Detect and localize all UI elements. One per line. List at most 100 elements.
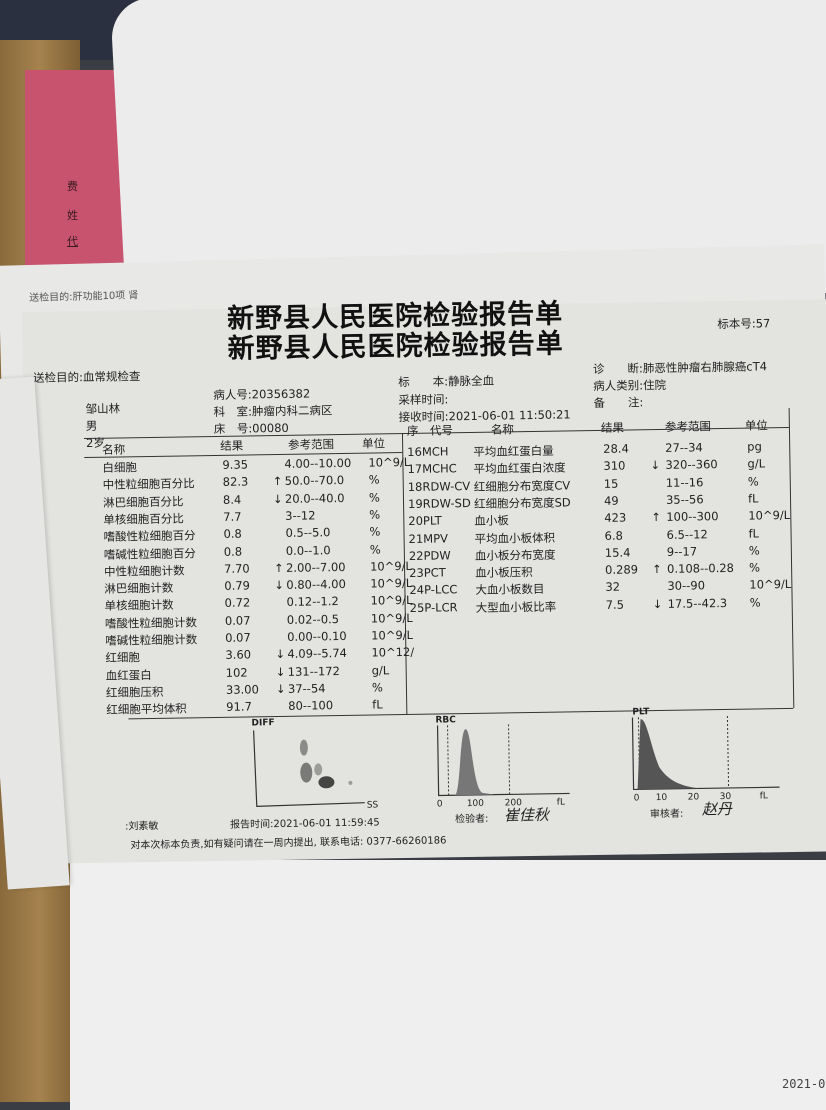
cell-result: 49 bbox=[604, 494, 619, 508]
diagnosis: 诊 断:肺恶性肿瘤右肺腺癌cT4 bbox=[593, 358, 767, 377]
diff-x-axis-label: SS bbox=[367, 800, 379, 810]
cell-name: 平均血红蛋白量 bbox=[473, 443, 554, 460]
cell-result: 7.7 bbox=[223, 509, 242, 523]
cell-result: 15.4 bbox=[605, 545, 631, 559]
cell-result: 8.4 bbox=[223, 492, 242, 506]
cell-range: 27--34 bbox=[665, 440, 703, 455]
underlying-purpose-text: 送检目的:肝功能10项 肾 bbox=[29, 286, 139, 304]
cell-result: 15 bbox=[604, 476, 619, 490]
plt-histogram: PLT 0 10 20 30 fL bbox=[628, 705, 790, 808]
cell-result: 91.7 bbox=[226, 700, 252, 714]
sender: :刘素敏 bbox=[125, 817, 159, 833]
header-name: 名称 bbox=[102, 441, 125, 457]
header-result: 结果 bbox=[220, 438, 243, 454]
header-range: 参考范围 bbox=[288, 436, 334, 453]
report-title-duplicate: 新野县人民医院检验报告单 bbox=[227, 329, 563, 363]
cell-name: 血小板分布宽度 bbox=[475, 546, 556, 563]
cell-unit: 10^12/ bbox=[371, 645, 414, 660]
cell-name: 红细胞分布宽度CV bbox=[474, 477, 571, 495]
rbc-histogram: RBC 0 100 200 fL bbox=[433, 713, 585, 815]
cell-code: 21MPV bbox=[408, 531, 448, 546]
header-range: 参考范围 bbox=[665, 418, 711, 435]
cell-name: 淋巴细胞计数 bbox=[104, 580, 173, 597]
header-code: 序 代号 bbox=[407, 422, 453, 439]
cell-result: 0.07 bbox=[225, 613, 251, 627]
rbc-tick: 0 bbox=[437, 799, 443, 809]
cell-flag: ↓ bbox=[276, 665, 286, 679]
cell-range: 0.5--5.0 bbox=[285, 525, 330, 540]
cell-name: 嗜酸性粒细胞计数 bbox=[105, 614, 197, 631]
folder-text: 费 bbox=[67, 178, 78, 194]
cell-result: 28.4 bbox=[603, 441, 629, 455]
cell-code: 25P-LCR bbox=[410, 600, 458, 615]
cell-range: 0.02--0.5 bbox=[287, 612, 339, 627]
folder-text: 代 bbox=[67, 233, 78, 249]
plt-unit: fL bbox=[760, 791, 768, 801]
rbc-axes bbox=[438, 723, 570, 795]
patient-id: 病人号:20356382 bbox=[213, 385, 310, 403]
diff-scatter-graph: DIFF SS bbox=[233, 716, 385, 818]
cell-range: 131--172 bbox=[288, 664, 340, 679]
cell-unit: fL bbox=[748, 526, 759, 540]
cell-result: 7.5 bbox=[606, 597, 625, 611]
cell-unit: 10^9/L bbox=[371, 611, 413, 626]
cell-name: 大型血小板比率 bbox=[476, 598, 557, 615]
cell-flag: ↓ bbox=[274, 578, 284, 592]
plt-tick: 10 bbox=[656, 793, 668, 803]
cell-name: 平均血红蛋白浓度 bbox=[473, 460, 565, 477]
cell-unit: g/L bbox=[747, 457, 765, 471]
cell-name: 淋巴细胞百分比 bbox=[103, 493, 184, 510]
cell-flag: ↓ bbox=[653, 597, 663, 611]
cell-name: 中性粒细胞计数 bbox=[104, 562, 185, 579]
remark: 备 注: bbox=[593, 394, 643, 411]
cell-name: 红细胞 bbox=[105, 649, 140, 666]
cell-name: 嗜碱性粒细胞计数 bbox=[105, 631, 197, 648]
cell-result: 33.00 bbox=[226, 682, 259, 697]
reviewer-label: 审核者: bbox=[650, 805, 684, 821]
cell-range: 17.5--42.3 bbox=[668, 596, 728, 611]
cell-flag: ↓ bbox=[650, 458, 660, 472]
right-border bbox=[789, 408, 795, 708]
cell-name: 红细胞平均体积 bbox=[106, 701, 187, 718]
cell-result: 0.79 bbox=[224, 579, 250, 593]
cell-flag: ↑ bbox=[651, 510, 661, 524]
plt-upper-marker bbox=[727, 716, 728, 788]
cell-unit: % bbox=[748, 474, 759, 488]
cell-range: 0.00--0.10 bbox=[287, 629, 347, 644]
cell-unit: g/L bbox=[372, 663, 390, 677]
cell-unit: 10^9/L bbox=[370, 576, 412, 591]
tester-label: 检验者: bbox=[455, 810, 489, 826]
cell-result: 0.8 bbox=[223, 527, 242, 541]
cell-result: 310 bbox=[603, 459, 625, 473]
department: 科 室:肿瘤内科二病区 bbox=[213, 402, 332, 420]
cell-name: 平均血小板体积 bbox=[474, 529, 555, 546]
diff-plot bbox=[233, 716, 385, 818]
cell-range: 2.00--7.00 bbox=[286, 560, 346, 575]
cell-unit: pg bbox=[747, 439, 762, 453]
header-unit: 单位 bbox=[362, 435, 385, 451]
patient-name: 邹山林 bbox=[85, 400, 120, 417]
cell-result: 82.3 bbox=[223, 475, 249, 489]
cell-result: 102 bbox=[226, 665, 248, 679]
cell-flag: ↓ bbox=[276, 682, 286, 696]
cell-result: 6.8 bbox=[604, 528, 623, 542]
tester-signature: 崔佳秋 bbox=[504, 804, 549, 826]
test-purpose: 送检目的:血常规检查 bbox=[33, 368, 141, 386]
cell-name: 红细胞压积 bbox=[106, 684, 164, 701]
cell-result: 423 bbox=[604, 511, 626, 525]
cell-unit: % bbox=[369, 490, 380, 504]
cell-name: 血红蛋白 bbox=[106, 667, 152, 684]
cell-unit: % bbox=[750, 595, 761, 609]
cell-range: 4.00--10.00 bbox=[284, 456, 351, 471]
cell-range: 50.0--70.0 bbox=[285, 473, 345, 488]
cell-flag: ↓ bbox=[275, 647, 285, 661]
cell-code: 22PDW bbox=[409, 548, 451, 563]
cell-unit: % bbox=[372, 680, 383, 694]
cell-unit: 10^9/L bbox=[748, 508, 790, 523]
diff-scatter-points bbox=[300, 739, 353, 789]
cell-code: 24P-LCC bbox=[409, 583, 457, 598]
cell-range: 20.0--40.0 bbox=[285, 491, 345, 506]
cell-name: 嗜酸性粒细胞百分 bbox=[103, 527, 195, 544]
patient-type: 病人类别:住院 bbox=[593, 377, 666, 394]
cell-name: 中性粒细胞百分比 bbox=[103, 476, 195, 493]
